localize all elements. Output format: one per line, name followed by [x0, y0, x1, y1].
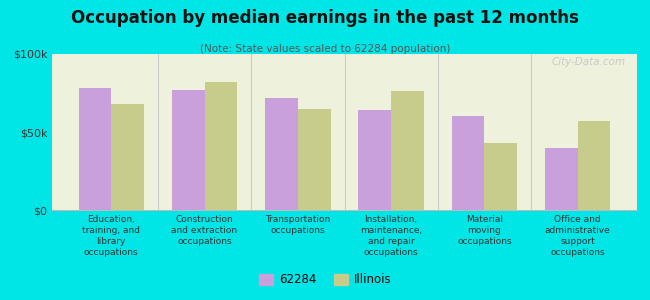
- Text: (Note: State values scaled to 62284 population): (Note: State values scaled to 62284 popu…: [200, 44, 450, 53]
- Legend: 62284, Illinois: 62284, Illinois: [254, 269, 396, 291]
- Bar: [578, 121, 610, 210]
- Bar: [298, 109, 330, 210]
- Bar: [265, 98, 298, 210]
- Text: Occupation by median earnings in the past 12 months: Occupation by median earnings in the pas…: [71, 9, 579, 27]
- Bar: [205, 82, 237, 210]
- Bar: [359, 110, 391, 210]
- Bar: [452, 116, 484, 210]
- Bar: [391, 92, 424, 210]
- Bar: [111, 104, 144, 210]
- Text: City-Data.com: City-Data.com: [551, 57, 625, 67]
- Bar: [545, 148, 578, 210]
- Bar: [79, 88, 111, 210]
- Bar: [484, 143, 517, 210]
- Bar: [172, 90, 205, 210]
